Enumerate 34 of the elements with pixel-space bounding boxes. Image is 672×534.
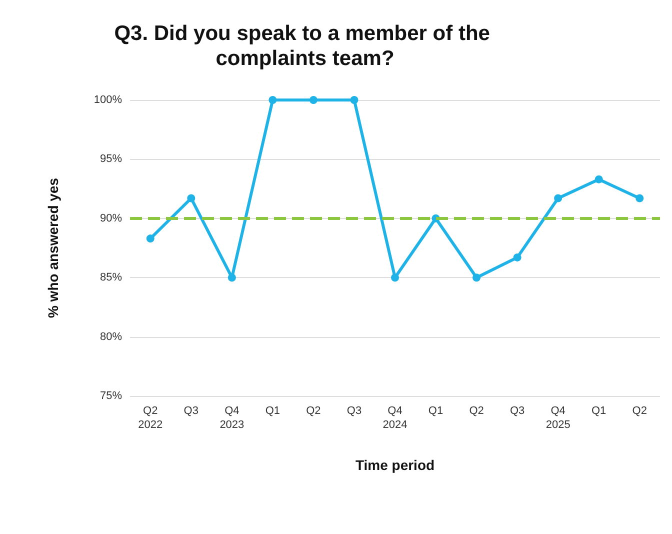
x-tick-label: Q4 2025 [546,405,570,431]
x-tick-label: Q3 [184,405,198,417]
point [554,194,562,202]
point [228,274,236,282]
x-tick-label: Q3 [346,405,362,417]
x-axis-title: Time period [355,457,435,473]
point [636,194,644,202]
x-tick-label: Q2 [306,405,321,417]
y-tick-label: 100% [94,94,122,106]
x-tick-label: Q4 2024 [382,405,408,431]
y-tick-label: 75% [100,390,122,402]
point [268,96,277,104]
point [309,96,318,104]
point [391,274,399,282]
x-tick-label: Q4 2023 [220,405,244,431]
x-tick-label: Q3 [510,405,525,417]
y-tick-label: 85% [100,272,122,284]
x-tick-label: Q1 [592,405,606,417]
point [146,234,154,243]
y-tick-label: 80% [100,330,122,343]
point [187,194,196,202]
x-tick-label: Q1 [428,405,444,417]
chart-title: Q3. Did you speak to a member of the complaints team? [114,22,496,70]
x-tick-label: Q2 2022 [138,405,163,431]
x-tick-label: Q2 [632,405,647,417]
point [513,253,522,262]
y-axis-title: % who answered yes [45,178,61,318]
point [594,175,603,184]
x-tick-label: Q1 [265,405,280,417]
point [350,96,358,104]
y-tick-label: 90% [100,212,122,224]
y-tick-label: 95% [100,153,122,166]
x-tick-label: Q2 [469,405,484,417]
point [472,274,481,282]
